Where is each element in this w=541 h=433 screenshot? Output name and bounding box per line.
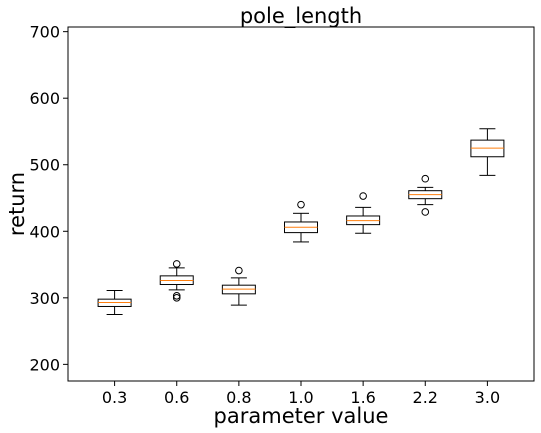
y-axis: 200 300 400 500 600 700 [29, 23, 68, 374]
y-tick-label: 300 [29, 289, 60, 308]
outlier-point [235, 266, 243, 275]
x-tick-label: 1.0 [288, 388, 313, 407]
x-tick-label: 0.6 [164, 388, 189, 407]
y-tick-label: 400 [29, 222, 60, 241]
box-1.6 [346, 192, 381, 234]
x-axis-label: parameter value [214, 404, 389, 428]
outlier-point [297, 200, 305, 209]
y-tick-label: 600 [29, 89, 60, 108]
box-0.6 [159, 260, 194, 302]
outlier-point [421, 174, 430, 183]
outlier-point [421, 208, 430, 216]
outlier-point [172, 260, 181, 268]
x-tick-label: 0.3 [102, 388, 127, 407]
x-axis: 0.3 0.6 0.8 1.0 1.6 2.2 3.0 [102, 381, 500, 407]
outlier-point [359, 192, 367, 200]
x-tick-label: 0.8 [226, 388, 251, 407]
chart-title: pole_length [240, 4, 362, 29]
y-tick-label: 200 [29, 355, 60, 374]
plot-area-frame [67, 26, 535, 382]
box-series [97, 128, 505, 315]
box-2.2 [408, 174, 443, 216]
box-0.3 [97, 290, 132, 315]
box-1.0 [284, 200, 318, 243]
x-tick-label: 2.2 [413, 388, 438, 407]
x-tick-label: 1.6 [350, 388, 375, 407]
y-axis-label: return [5, 172, 29, 236]
x-tick-label: 3.0 [475, 388, 500, 407]
box-0.8 [221, 266, 256, 306]
y-tick-label: 500 [29, 156, 60, 175]
box-3.0 [470, 128, 505, 176]
y-tick-label: 700 [29, 23, 60, 42]
outlier-point [172, 292, 181, 300]
outlier-point [172, 294, 181, 302]
